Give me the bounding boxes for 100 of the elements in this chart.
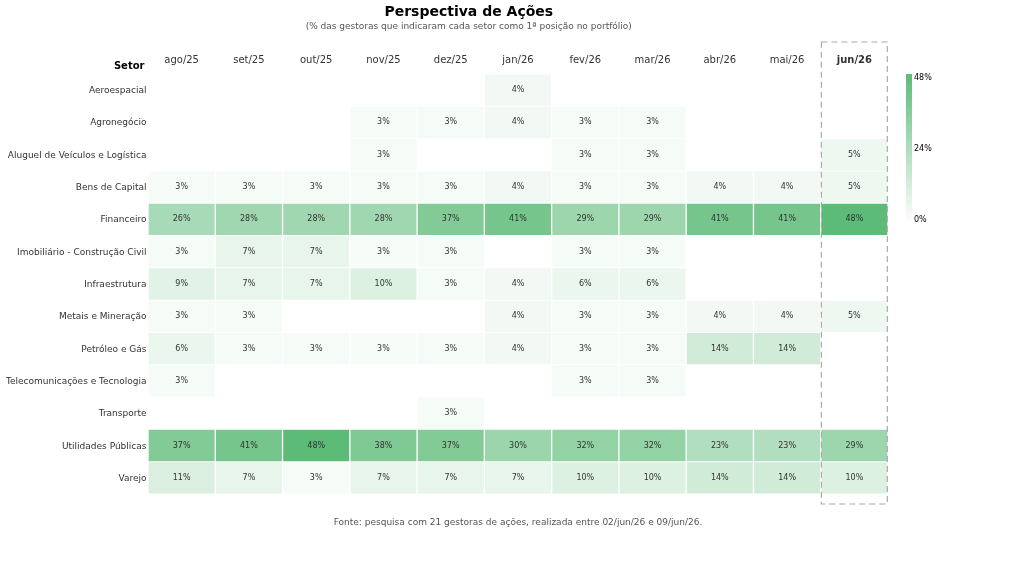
data-label: 3% <box>175 182 189 192</box>
data-label: 3% <box>377 246 391 256</box>
data-label: 10% <box>374 279 393 288</box>
data-label: 23% <box>710 440 730 450</box>
data-label: 28% <box>307 214 326 224</box>
x-tick-label: abr/26 <box>703 53 737 65</box>
data-label: 6% <box>175 343 189 353</box>
data-label: 3% <box>578 182 593 192</box>
data-label: 3% <box>646 246 660 256</box>
data-label: 3% <box>578 149 593 159</box>
x-tick-label: jun/26 <box>835 53 873 65</box>
data-label: 3% <box>377 117 391 127</box>
data-label: 14% <box>710 343 730 353</box>
data-label: 37% <box>172 440 191 450</box>
y-tick-label: Varejo <box>118 472 147 483</box>
y-tick-label: Aluguel de Veículos e Logística <box>7 149 147 160</box>
y-tick-label: Aeroespacial <box>89 85 147 96</box>
x-tick-label: mar/26 <box>634 53 671 65</box>
source-note: Fonte: pesquisa com 21 gestoras de ações, realizada entre 02/jun/26 e 09/jun/26. <box>333 517 703 527</box>
data-label: 4% <box>780 311 794 321</box>
data-label: 48% <box>307 440 326 450</box>
data-label: 4% <box>511 85 525 95</box>
data-label: 3% <box>242 182 256 192</box>
data-label: 41% <box>778 214 797 224</box>
data-label: 3% <box>444 408 458 418</box>
data-label: 7% <box>242 472 256 482</box>
y-tick-label: Petróleo e Gás <box>81 343 147 354</box>
data-label: 5% <box>848 182 862 192</box>
data-label: 41% <box>240 440 259 450</box>
data-label: 3% <box>242 311 256 321</box>
data-label: 48% <box>845 214 864 224</box>
data-label: 7% <box>511 472 525 482</box>
data-label: 3% <box>444 246 458 256</box>
x-tick-label: ago/25 <box>164 53 199 65</box>
data-label: 4% <box>713 311 727 321</box>
chart-title: Perspectiva de Ações <box>384 3 554 20</box>
data-label: 3% <box>578 117 593 127</box>
data-label: 6% <box>578 279 593 288</box>
data-label: 5% <box>848 149 862 159</box>
data-label: 38% <box>374 440 393 450</box>
data-label: 29% <box>643 214 662 224</box>
data-label: 3% <box>646 343 660 353</box>
data-label: 3% <box>377 149 391 159</box>
data-label: 37% <box>441 214 461 224</box>
y-tick-label: Bens de Capital <box>75 182 147 193</box>
data-label: 3% <box>175 375 189 385</box>
x-tick-label: out/25 <box>299 53 333 65</box>
data-label: 14% <box>778 343 797 353</box>
data-label: 3% <box>646 311 660 321</box>
data-label: 3% <box>309 472 323 482</box>
x-tick-label: fev/26 <box>569 53 602 65</box>
data-label: 4% <box>780 182 794 192</box>
data-label: 7% <box>309 246 323 256</box>
data-label: 7% <box>444 472 458 482</box>
data-label: 7% <box>309 279 323 288</box>
data-label: 10% <box>845 472 864 482</box>
data-label: 3% <box>242 343 256 353</box>
y-tick-label: Agronegócio <box>90 117 147 128</box>
data-label: 7% <box>242 279 256 288</box>
data-label: 5% <box>848 311 862 321</box>
y-tick-label: Telecomunicações e Tecnologia <box>5 375 147 386</box>
x-tick-label: nov/25 <box>366 53 401 65</box>
data-label: 37% <box>441 440 461 450</box>
data-label: 4% <box>511 117 525 127</box>
data-label: 3% <box>646 182 660 192</box>
data-label: 4% <box>511 279 525 288</box>
data-label: 3% <box>444 182 458 192</box>
x-tick-label: jan/26 <box>501 53 534 65</box>
data-label: 3% <box>578 375 593 385</box>
x-tick-label: dez/25 <box>433 53 468 65</box>
data-label: 3% <box>377 343 391 353</box>
data-label: 3% <box>578 343 593 353</box>
data-label: 29% <box>845 440 864 450</box>
data-label: 3% <box>377 182 391 192</box>
y-tick-label: Infraestrutura <box>84 279 147 289</box>
y-axis-title: Setor <box>113 59 145 71</box>
x-tick-label: mai/26 <box>769 53 805 65</box>
data-label: 32% <box>576 440 595 450</box>
data-label: 3% <box>444 279 458 288</box>
y-tick-label: Imobiliário - Construção Civil <box>17 246 147 257</box>
data-label: 3% <box>309 343 323 353</box>
data-label: 30% <box>509 440 528 450</box>
data-label: 10% <box>643 472 662 482</box>
data-label: 3% <box>444 343 458 353</box>
x-tick-label: set/25 <box>233 53 265 65</box>
data-label: 4% <box>511 311 525 321</box>
data-label: 10% <box>576 472 595 482</box>
data-label: 41% <box>710 214 730 224</box>
data-label: 23% <box>778 440 797 450</box>
data-label: 3% <box>175 246 189 256</box>
y-tick-label: Financeiro <box>100 214 147 225</box>
data-label: 3% <box>646 149 660 159</box>
data-label: 28% <box>240 214 259 224</box>
data-label: 41% <box>509 214 528 224</box>
data-label: 9% <box>175 279 189 288</box>
data-label: 14% <box>778 472 797 482</box>
y-tick-label: Utilidades Públicas <box>62 440 147 451</box>
data-label: 7% <box>377 472 391 482</box>
y-tick-label: Metais e Mineração <box>59 311 147 322</box>
chart-subtitle: (% das gestoras que indicaram cada setor como 1ª posição no portfólio) <box>305 21 632 32</box>
